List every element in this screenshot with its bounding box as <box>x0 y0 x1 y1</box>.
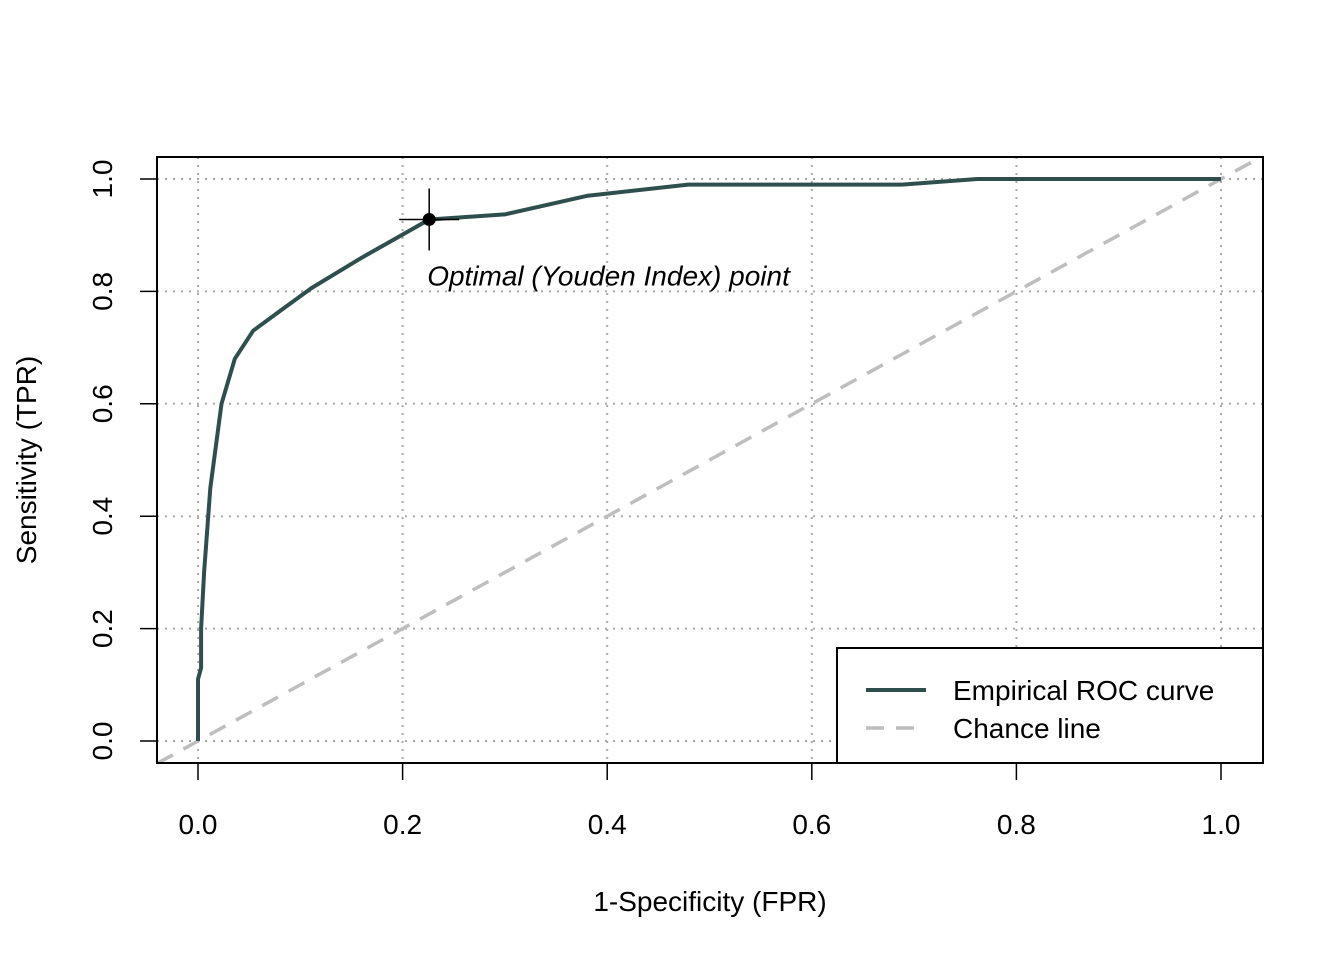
optimal-point-annotation: Optimal (Youden Index) point <box>427 260 791 291</box>
optimal-point-dot <box>422 212 436 226</box>
x-tick-label: 0.0 <box>179 809 218 840</box>
y-axis-label: Sensitivity (TPR) <box>11 356 42 564</box>
legend-entry: Chance line <box>953 713 1101 744</box>
x-tick-label: 1.0 <box>1202 809 1241 840</box>
x-tick-label: 0.8 <box>997 809 1036 840</box>
y-tick-label: 0.4 <box>87 497 118 536</box>
y-tick-label: 0.8 <box>87 272 118 311</box>
grid <box>157 157 1263 763</box>
series-layer <box>157 157 1263 763</box>
y-axis: 0.0 0.2 0.4 0.6 0.8 1.0 <box>87 160 158 761</box>
y-tick-label: 0.2 <box>87 609 118 648</box>
legend-entry: Empirical ROC curve <box>953 675 1214 706</box>
y-tick-label: 1.0 <box>87 160 118 199</box>
x-tick-label: 0.2 <box>383 809 422 840</box>
empirical-roc-curve-line <box>196 177 1221 741</box>
legend-box <box>836 647 1264 764</box>
y-tick-label: 0.6 <box>87 384 118 423</box>
x-tick-label: 0.6 <box>792 809 831 840</box>
optimal-point-marker <box>399 188 460 251</box>
y-tick-label: 0.0 <box>87 722 118 761</box>
x-axis-label: 1-Specificity (FPR) <box>593 886 826 917</box>
x-axis: 0.0 0.2 0.4 0.6 0.8 1.0 <box>179 762 1241 840</box>
chance-line-line <box>157 157 1263 763</box>
x-tick-label: 0.4 <box>588 809 627 840</box>
legend: Empirical ROC curve Chance line <box>836 647 1264 764</box>
